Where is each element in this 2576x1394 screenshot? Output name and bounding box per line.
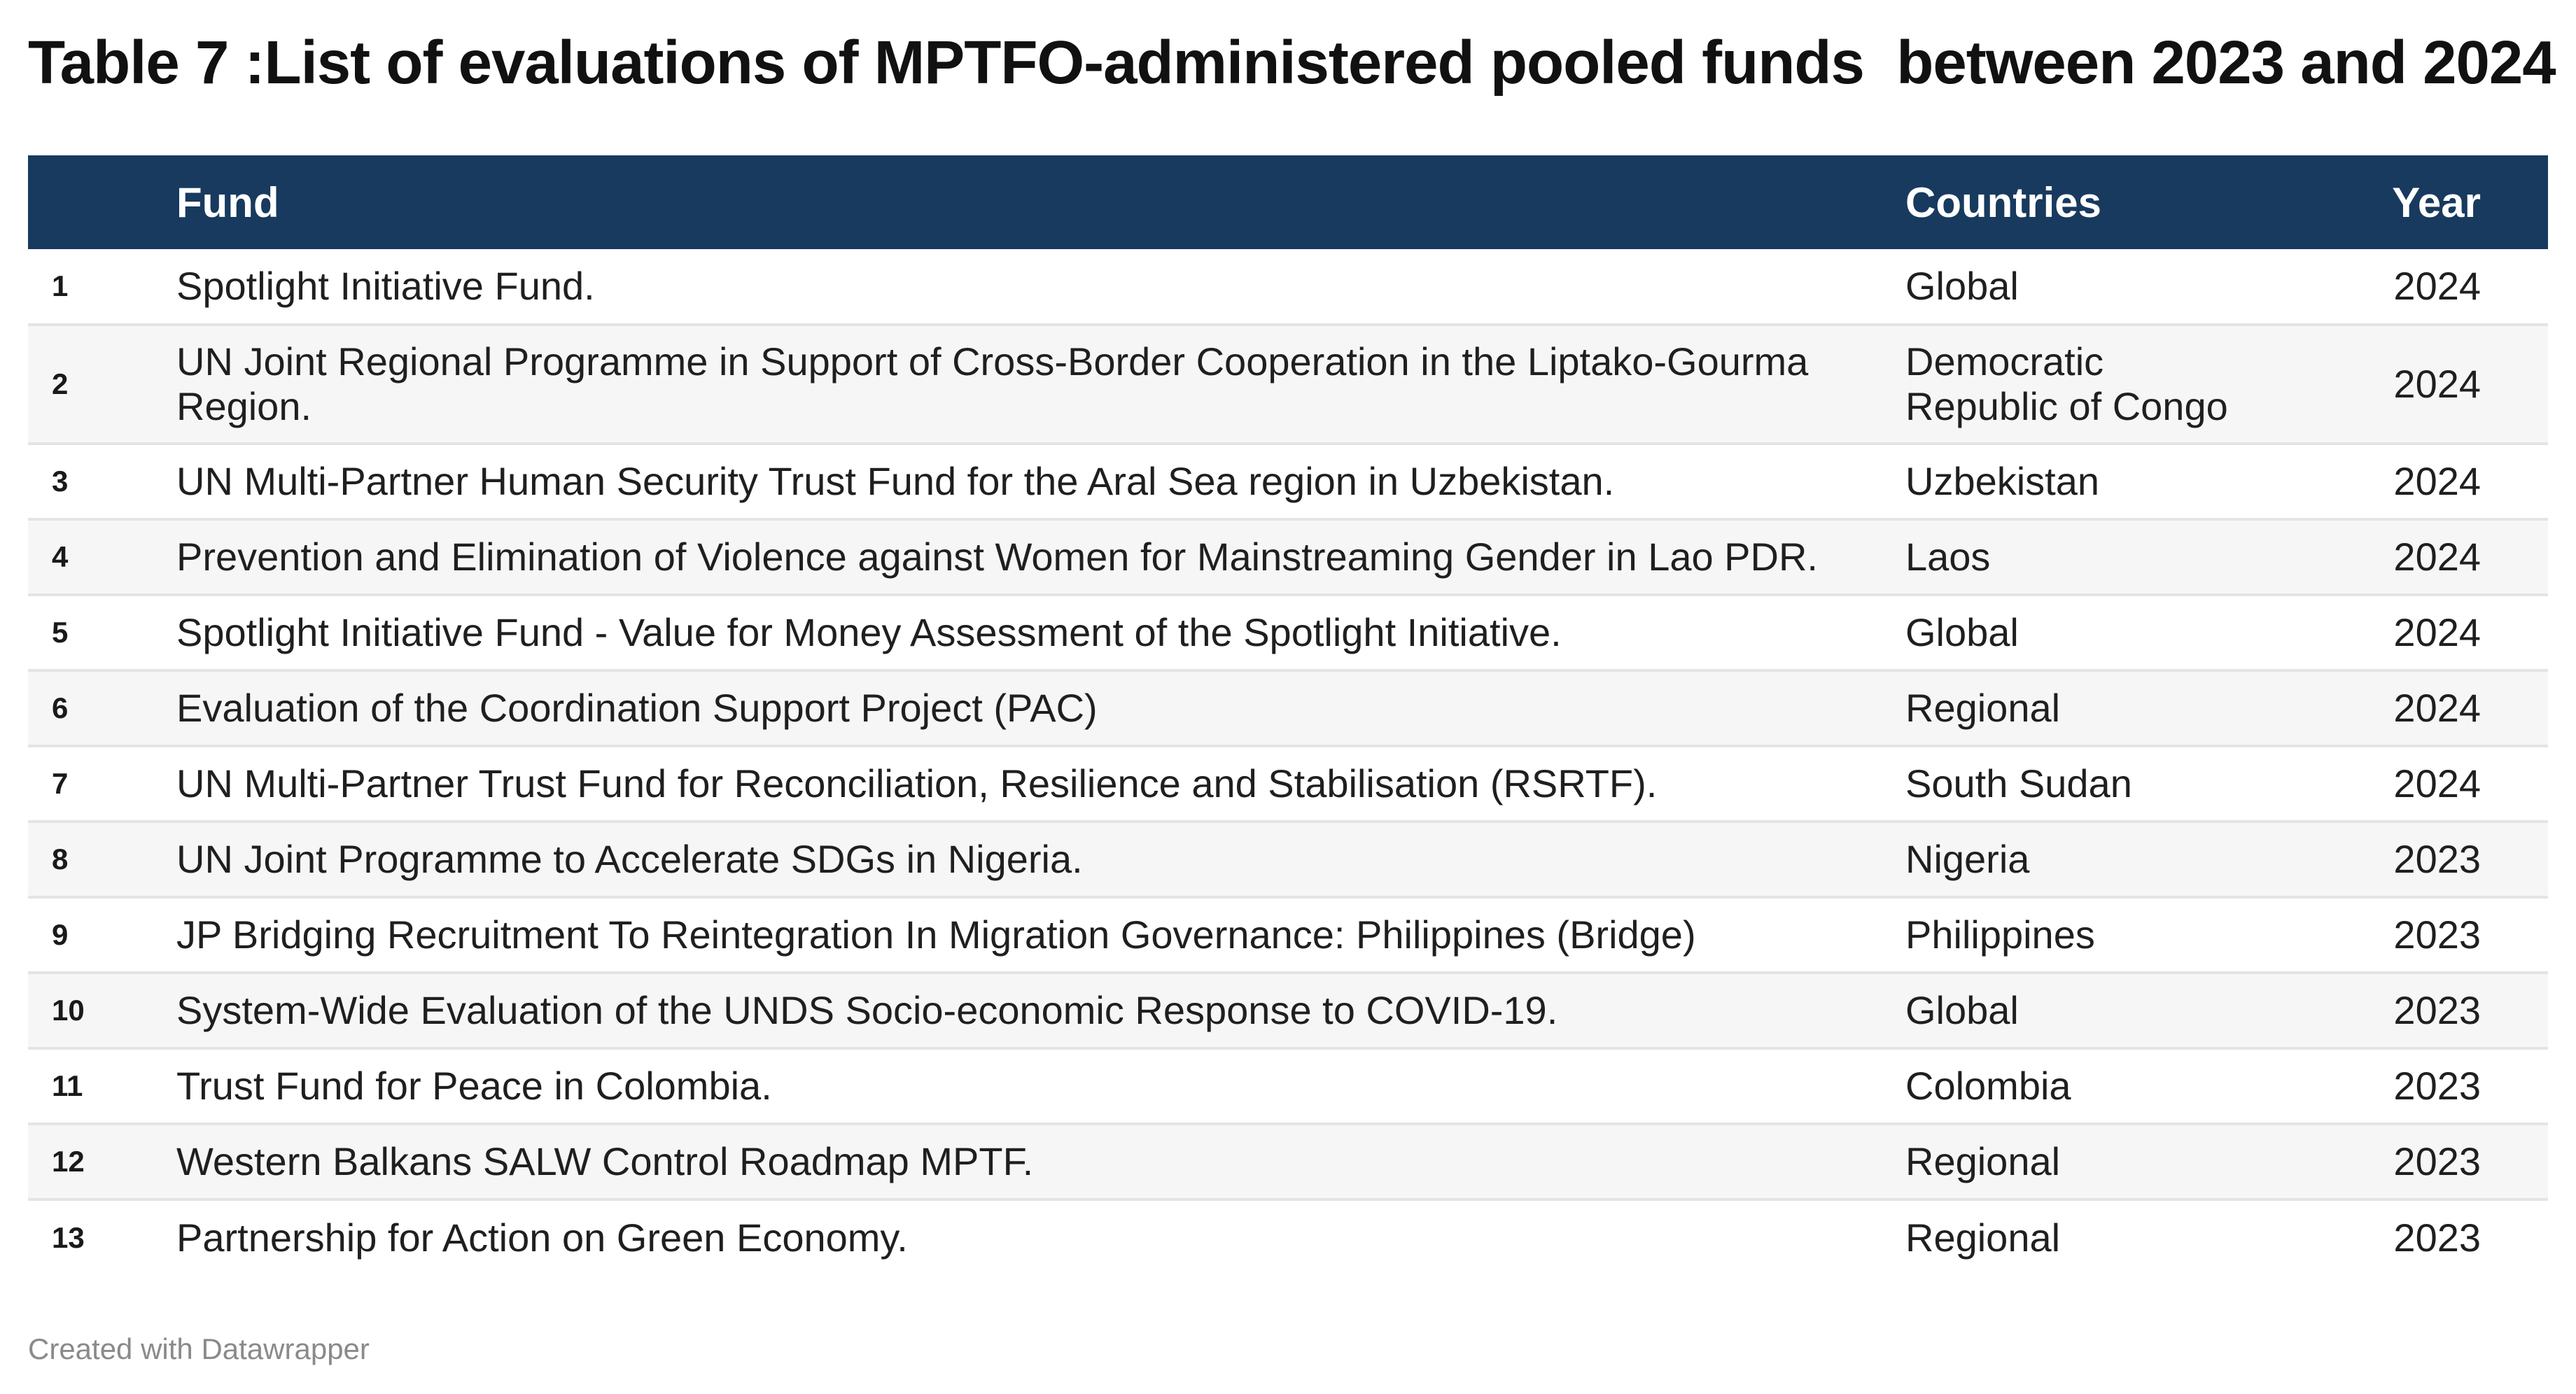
- table-row: 10 System-Wide Evaluation of the UNDS Soc…: [28, 973, 2548, 1048]
- evaluations-table: Fund Countries Year 1 Spotlight Initiativ…: [28, 155, 2548, 1275]
- row-number-cell: 5: [52, 616, 69, 649]
- country-cell: Laos: [1905, 535, 1991, 579]
- table-row: 7 UN Multi-Partner Trust Fund for Reconci…: [28, 746, 2548, 822]
- year-cell: 2024: [2393, 610, 2481, 654]
- table-body: 1 Spotlight Initiative Fund. Global 2024 2 UN…: [28, 249, 2548, 1275]
- table-row: 8 UN Joint Programme to Accelerate SDGs i…: [28, 822, 2548, 897]
- year-cell: 2024: [2393, 761, 2481, 805]
- country-cell: Regional: [1905, 686, 2061, 730]
- header-fund: Fund: [176, 178, 279, 226]
- country-cell: South Sudan: [1905, 761, 2132, 805]
- country-cell: Philippines: [1905, 913, 2095, 957]
- fund-cell: UN Multi-Partner Human Security Trust Fu…: [176, 459, 1615, 503]
- evaluations-table-container: Fund Countries Year 1 Spotlight Initiativ…: [28, 155, 2548, 1275]
- row-number-cell: 7: [52, 767, 69, 800]
- header-number: [28, 155, 176, 249]
- row-number-cell: 11: [52, 1069, 83, 1102]
- fund-cell: System-Wide Evaluation of the UNDS Socio…: [176, 988, 1558, 1032]
- year-cell: 2024: [2393, 535, 2481, 579]
- fund-cell: Trust Fund for Peace in Colombia.: [176, 1064, 772, 1108]
- row-number-cell: 9: [52, 918, 69, 951]
- year-cell: 2024: [2393, 459, 2481, 503]
- fund-cell: UN Joint Programme to Accelerate SDGs in…: [176, 837, 1083, 881]
- fund-cell: JP Bridging Recruitment To Reintegration…: [176, 913, 1696, 957]
- table-row: 6 Evaluation of the Coordination Support …: [28, 670, 2548, 746]
- table-row: 11 Trust Fund for Peace in Colombia. Colom…: [28, 1048, 2548, 1124]
- year-cell: 2024: [2393, 264, 2481, 308]
- chart-title: Table 7 :List of evaluations of MPTFO-ad…: [28, 29, 2556, 97]
- country-cell: Global: [1905, 988, 2019, 1032]
- row-number-cell: 2: [52, 367, 69, 400]
- row-number-cell: 1: [52, 269, 69, 302]
- row-number-cell: 6: [52, 691, 69, 724]
- table-row: 2 UN Joint Regional Programme in Support …: [28, 325, 2548, 444]
- fund-cell: Prevention and Elimination of Violence a…: [176, 535, 1818, 579]
- fund-cell: UN Joint Regional Programme in Support o…: [176, 339, 1809, 428]
- row-number-cell: 10: [52, 994, 85, 1027]
- country-cell: Global: [1905, 610, 2019, 654]
- country-cell: Regional: [1905, 1216, 2061, 1260]
- row-number-cell: 12: [52, 1145, 85, 1178]
- country-cell: Uzbekistan: [1905, 459, 2100, 503]
- year-cell: 2023: [2393, 1064, 2481, 1108]
- fund-cell: Partnership for Action on Green Economy.: [176, 1216, 908, 1260]
- table-row: 4 Prevention and Elimination of Violence …: [28, 519, 2548, 595]
- table-row: 5 Spotlight Initiative Fund - Value for M…: [28, 595, 2548, 670]
- table-row: 13 Partnership for Action on Green Econom…: [28, 1199, 2548, 1275]
- datawrapper-credit: Created with Datawrapper: [28, 1332, 370, 1365]
- fund-cell: Western Balkans SALW Control Roadmap MPT…: [176, 1139, 1034, 1183]
- header-row: Fund Countries Year: [28, 155, 2548, 249]
- year-cell: 2023: [2393, 837, 2481, 881]
- country-cell: Colombia: [1905, 1064, 2071, 1108]
- row-number-cell: 13: [52, 1221, 85, 1254]
- year-cell: 2024: [2393, 686, 2481, 730]
- fund-cell: Spotlight Initiative Fund.: [176, 264, 595, 308]
- fund-cell: Spotlight Initiative Fund - Value for Mo…: [176, 610, 1562, 654]
- year-cell: 2024: [2393, 362, 2481, 406]
- header-countries: Countries: [1905, 178, 2102, 226]
- year-cell: 2023: [2393, 1216, 2481, 1260]
- row-number-cell: 4: [52, 540, 69, 573]
- table-row: 12 Western Balkans SALW Control Roadmap M…: [28, 1124, 2548, 1199]
- year-cell: 2023: [2393, 913, 2481, 957]
- country-cell: Regional: [1905, 1139, 2061, 1183]
- fund-cell: UN Multi-Partner Trust Fund for Reconcil…: [176, 761, 1658, 805]
- fund-cell: Evaluation of the Coordination Support P…: [176, 686, 1098, 730]
- row-number-cell: 8: [52, 843, 69, 875]
- row-number-cell: 3: [52, 465, 69, 498]
- table-row: 1 Spotlight Initiative Fund. Global 2024: [28, 249, 2548, 325]
- table-row: 9 JP Bridging Recruitment To Reintegratio…: [28, 897, 2548, 973]
- table-row: 3 UN Multi-Partner Human Security Trust F…: [28, 444, 2548, 519]
- year-cell: 2023: [2393, 1139, 2481, 1183]
- year-cell: 2023: [2393, 988, 2481, 1032]
- country-cell: Global: [1905, 264, 2019, 308]
- header-year: Year: [2392, 178, 2481, 226]
- country-cell: Democratic Republic of Congo: [1905, 339, 2228, 428]
- country-cell: Nigeria: [1905, 837, 2030, 881]
- table-header: Fund Countries Year: [28, 155, 2548, 249]
